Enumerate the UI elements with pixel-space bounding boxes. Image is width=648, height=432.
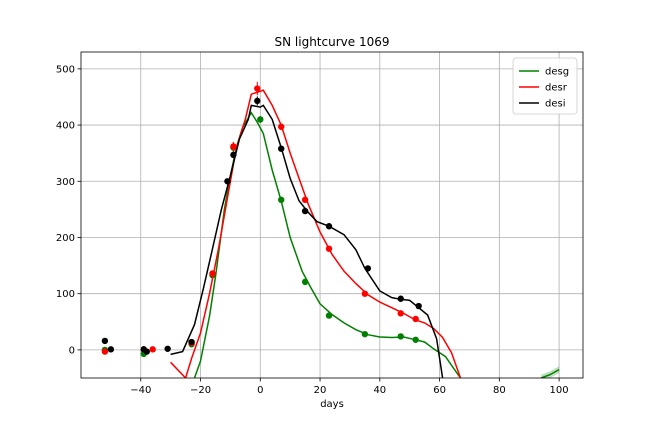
y-tick-label: 500 (56, 64, 75, 75)
y-tick-label: 100 (56, 289, 75, 300)
data-point-desi (107, 346, 115, 353)
plot-frame (80, 51, 584, 379)
data-point-desr (254, 85, 261, 92)
data-point-desi (364, 265, 372, 272)
series-layer (101, 81, 560, 378)
data-point-desi (415, 302, 422, 310)
x-tick-label: 100 (550, 385, 569, 396)
legend-label-desr: desr (545, 83, 568, 94)
data-point-desr (101, 348, 109, 355)
legend-label-desg: desg (545, 67, 569, 78)
grid-lines (81, 52, 583, 378)
data-point-desg (397, 333, 404, 340)
data-point-desi (101, 337, 109, 345)
x-tick-label: 60 (433, 385, 446, 396)
x-tick-label: 0 (257, 385, 263, 396)
data-point-desr (149, 346, 156, 353)
data-point-desi (143, 348, 150, 355)
plot-background (81, 52, 583, 378)
y-tick-label: 200 (56, 233, 75, 244)
model-tail-desg (540, 368, 560, 378)
data-point-desr (209, 270, 216, 277)
x-tick-label: −40 (130, 385, 151, 396)
axis-ticks: −40 −20 0 20 40 60 80 100 0 100 200 300 400 500 (56, 64, 569, 396)
x-tick-label: −20 (190, 385, 211, 396)
data-point-desr (397, 310, 404, 317)
chart-title: SN lightcurve 1069 (275, 35, 390, 49)
legend: desg desr desi (512, 57, 578, 115)
x-axis-label: days (320, 399, 344, 410)
data-point-desi (301, 207, 309, 215)
data-point-desr (325, 245, 333, 252)
data-point-desi (230, 151, 237, 159)
data-point-desg (412, 336, 419, 343)
data-point-desi (188, 338, 195, 346)
x-tick-label: 20 (314, 385, 327, 396)
y-tick-label: 0 (69, 345, 75, 356)
data-point-desi (397, 295, 404, 302)
data-point-desi (224, 178, 231, 185)
data-point-desi (254, 97, 261, 105)
data-point-desi (278, 145, 285, 152)
data-point-desr (301, 196, 309, 204)
model-band-desg (541, 366, 560, 378)
data-point-desg (301, 278, 309, 286)
data-point-desg (278, 196, 285, 204)
data-point-desg (257, 116, 264, 123)
x-tick-label: 40 (373, 385, 386, 396)
x-tick-label: 80 (493, 385, 506, 396)
data-point-desr (278, 123, 285, 130)
legend-label-desi: desi (545, 99, 566, 110)
data-point-desg (361, 330, 369, 338)
data-point-desi (164, 345, 171, 352)
legend-box (512, 57, 578, 115)
data-point-desr (361, 290, 369, 297)
data-point-desg (325, 312, 333, 319)
y-tick-label: 300 (56, 177, 75, 188)
data-point-desi (325, 223, 333, 230)
y-tick-label: 400 (56, 121, 75, 132)
data-point-desr (230, 143, 237, 150)
data-point-desr (412, 315, 419, 323)
